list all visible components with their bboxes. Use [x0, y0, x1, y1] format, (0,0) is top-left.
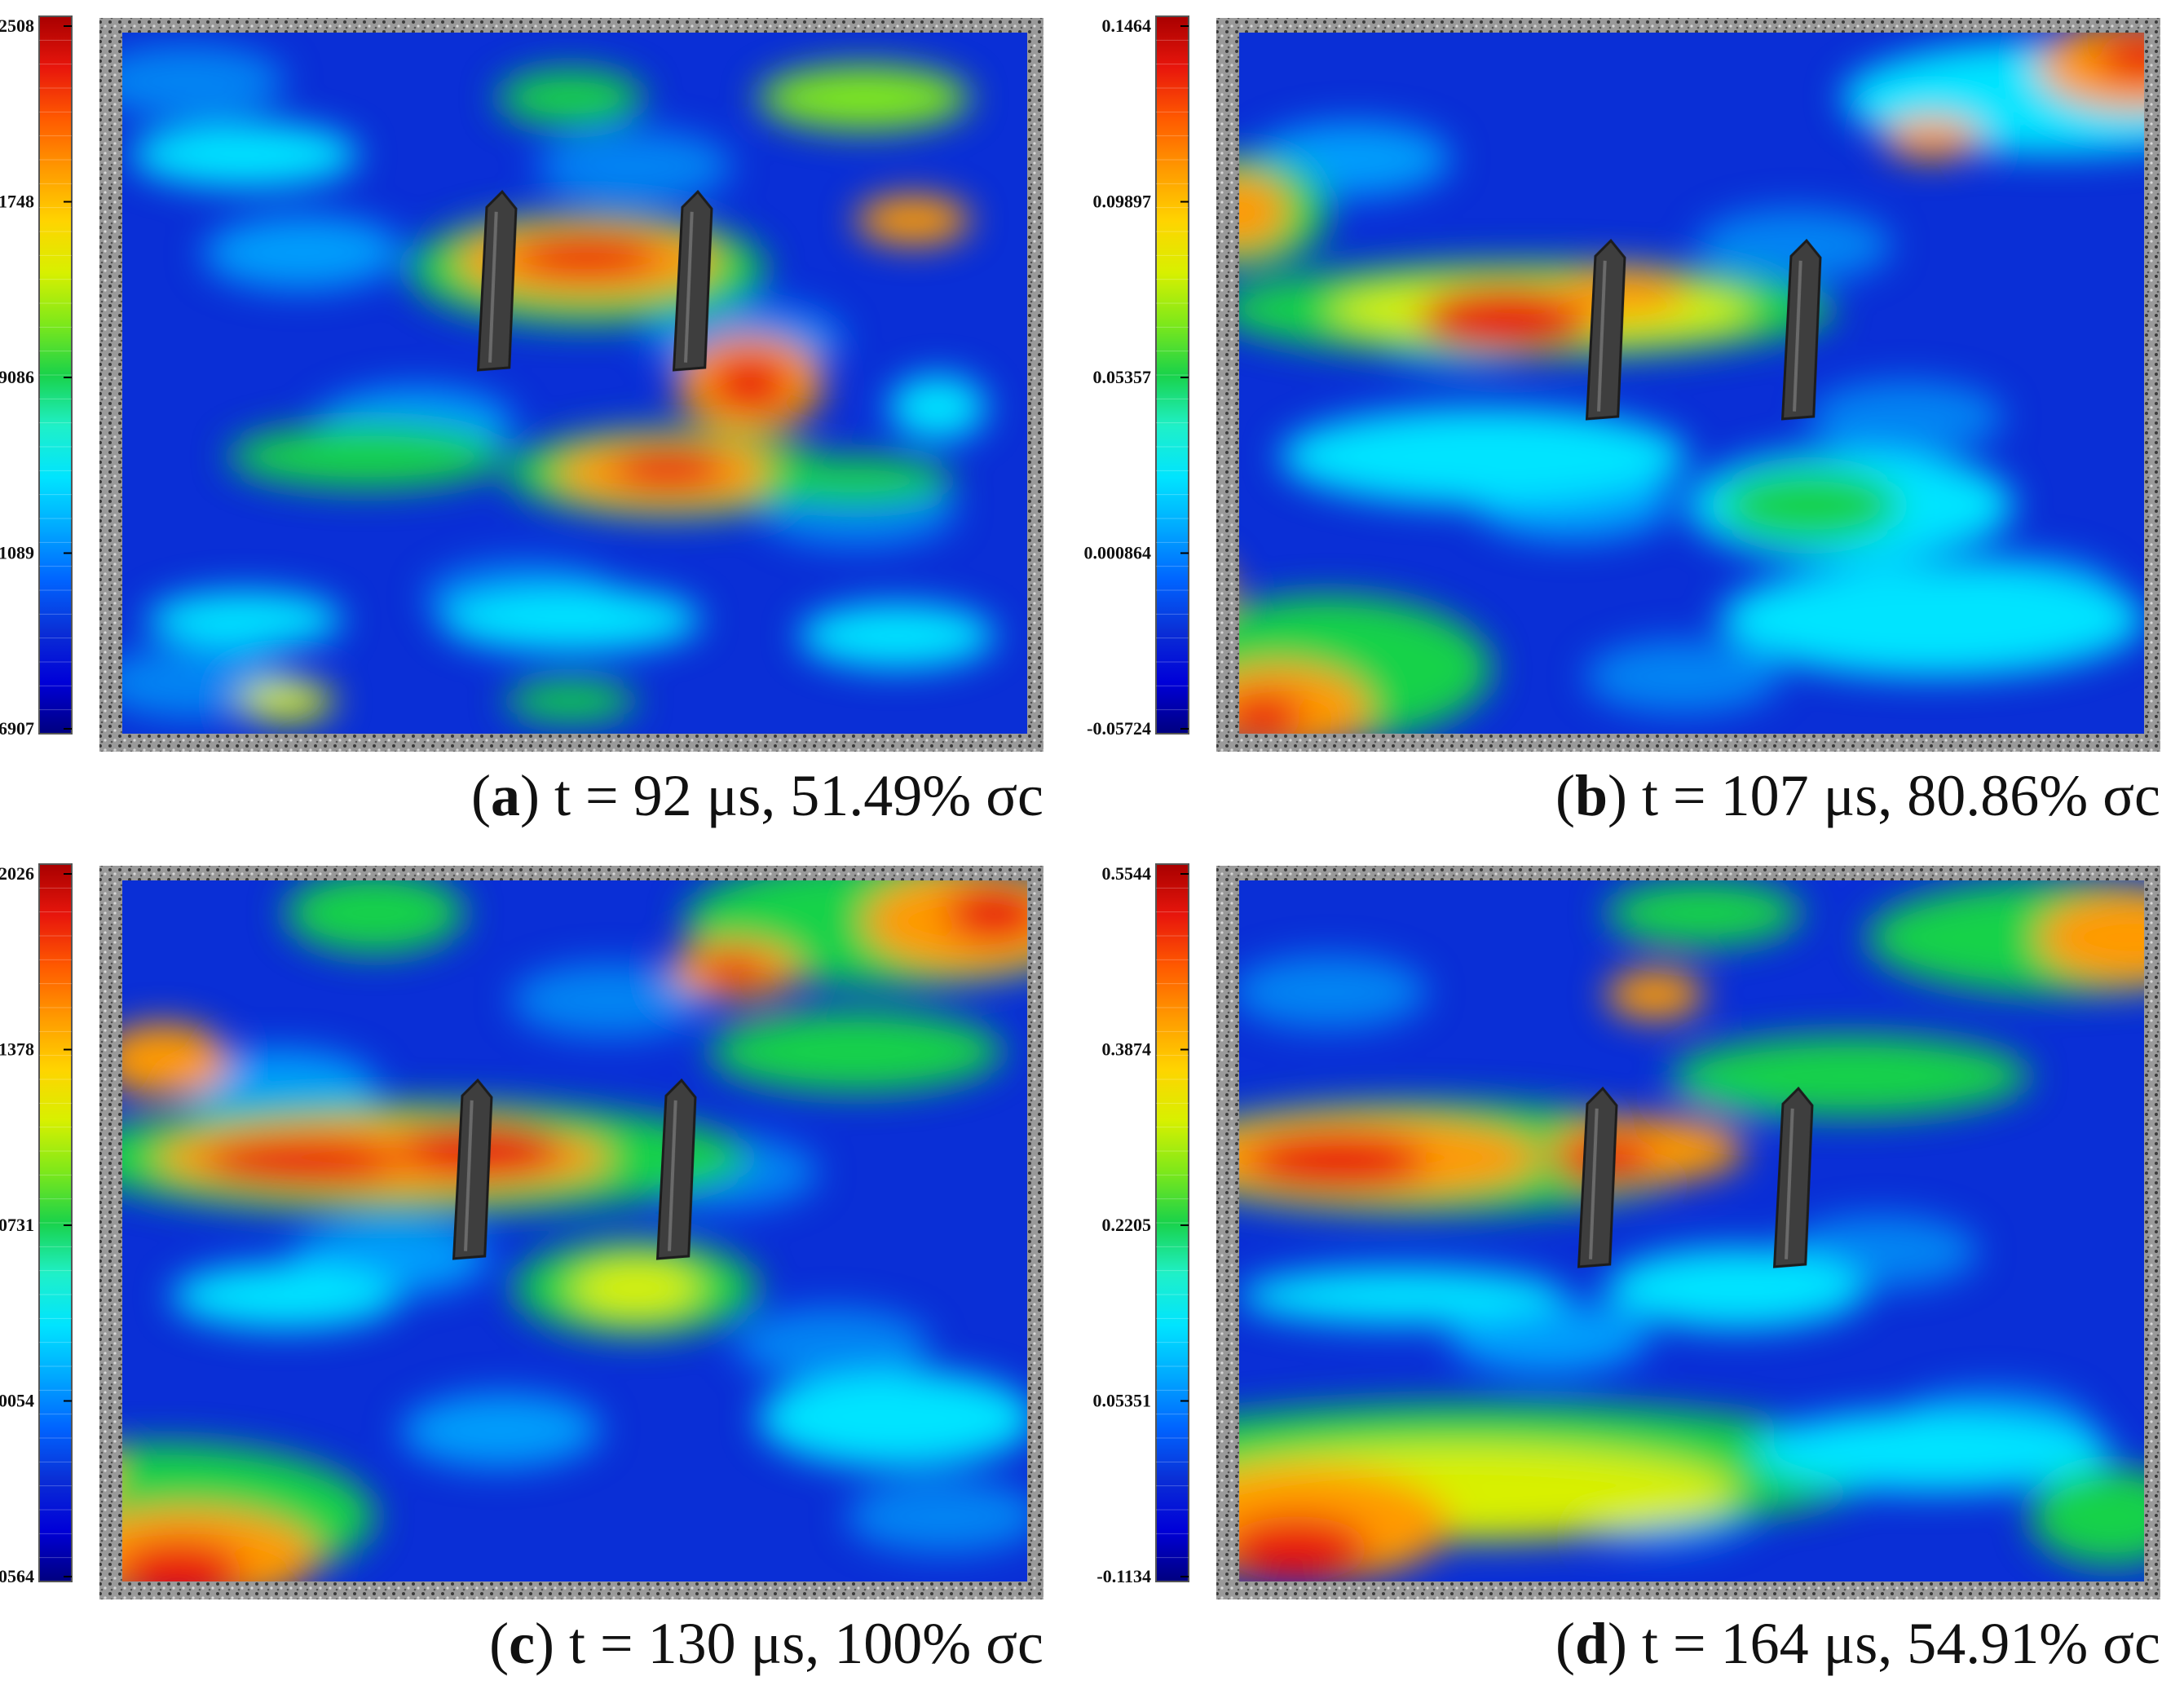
- colorbar-tick-label: 0.000864: [1084, 543, 1152, 563]
- colorbar-tick-label: 0.001089: [0, 543, 34, 563]
- colorbar: [1155, 15, 1189, 735]
- strain-field-view-c: 0.2026 0.1378 0.0731 0.0054 -0.0564: [0, 863, 1043, 1599]
- caption-c: (c) t = 130 μs, 100% σc: [489, 1611, 1043, 1676]
- colorbar-tick-label: 0.3874: [1102, 1039, 1152, 1060]
- colorbar-tick-label: -0.006907: [0, 718, 34, 739]
- colorbar-tick-label: 0.05351: [1093, 1391, 1152, 1411]
- caption-letter-d: d: [1574, 1611, 1608, 1676]
- caption-text-a: t = 92 μs, 51.49% σc: [554, 763, 1043, 828]
- colorbar-tick-label: 0.009086: [0, 367, 34, 387]
- strain-contour-field: [1239, 880, 2144, 1582]
- caption-b: (b) t = 107 μs, 80.86% σc: [1555, 763, 2160, 828]
- colorbar-tick-label: 0.02508: [0, 15, 34, 36]
- strain-contour-field: [122, 880, 1027, 1582]
- caption-letter-c: c: [509, 1611, 536, 1676]
- colorbar-tick-label: 0.0731: [0, 1215, 34, 1235]
- colorbar-tick-label: -0.05724: [1087, 718, 1151, 739]
- colorbar-tick-label: 0.1378: [0, 1039, 34, 1060]
- colorbar: [38, 15, 73, 735]
- flaw-slit: [655, 1078, 697, 1260]
- colorbar-tick-label: 0.2205: [1102, 1215, 1152, 1235]
- colorbar-tick-label: 0.09897: [1093, 192, 1152, 212]
- colorbar-tick-label: -0.1134: [1096, 1566, 1151, 1586]
- flaw-slit: [452, 1078, 493, 1260]
- strain-field-view-d: 0.5544 0.3874 0.2205 0.05351 -0.1134: [1093, 863, 2160, 1599]
- colorbar: [38, 863, 73, 1582]
- flaw-slit: [672, 189, 713, 372]
- caption-d: (d) t = 164 μs, 54.91% σc: [1555, 1611, 2160, 1676]
- flaw-slit: [1577, 1086, 1618, 1268]
- caption-letter-a: a: [491, 763, 521, 828]
- colorbar-tick-label: 0.2026: [0, 863, 34, 884]
- flaw-slit: [1772, 1086, 1814, 1268]
- colorbar: [1155, 863, 1189, 1582]
- colorbar-tick-label: 0.01748: [0, 192, 34, 212]
- caption-letter-b: b: [1574, 763, 1608, 828]
- colorbar-tick-label: 0.5544: [1102, 863, 1152, 884]
- caption-a: (a) t = 92 μs, 51.49% σc: [471, 763, 1043, 828]
- colorbar-tick-label: 0.05357: [1093, 367, 1152, 387]
- colorbar-tick-label: 0.1464: [1102, 15, 1152, 36]
- strain-field-view-a: 0.02508 0.01748 0.009086 0.001089 -0.006907: [0, 15, 1043, 752]
- panel-b: 0.1464 0.09897 0.05357 0.000864 -0.05724 (b)…: [1084, 0, 2177, 828]
- flaw-slit: [476, 189, 518, 372]
- strain-contour-field: [122, 33, 1027, 734]
- caption-text-d: t = 164 μs, 54.91% σc: [1642, 1611, 2160, 1676]
- colorbar-tick-label: 0.0054: [0, 1391, 34, 1411]
- colorbar-tick-label: -0.0564: [0, 1566, 34, 1586]
- panel-d: 0.5544 0.3874 0.2205 0.05351 -0.1134 (d) t =…: [1093, 848, 2177, 1676]
- strain-contour-field: [1239, 33, 2144, 734]
- caption-text-b: t = 107 μs, 80.86% σc: [1642, 763, 2160, 828]
- flaw-slit: [1780, 238, 1822, 421]
- flaw-slit: [1585, 238, 1626, 421]
- caption-text-c: t = 130 μs, 100% σc: [569, 1611, 1043, 1676]
- strain-field-view-b: 0.1464 0.09897 0.05357 0.000864 -0.05724: [1084, 15, 2160, 752]
- panel-c: 0.2026 0.1378 0.0731 0.0054 -0.0564 (c) t = …: [0, 848, 1060, 1676]
- panel-a: 0.025080.017480.0090860.001089-0.006907 …: [0, 0, 1060, 828]
